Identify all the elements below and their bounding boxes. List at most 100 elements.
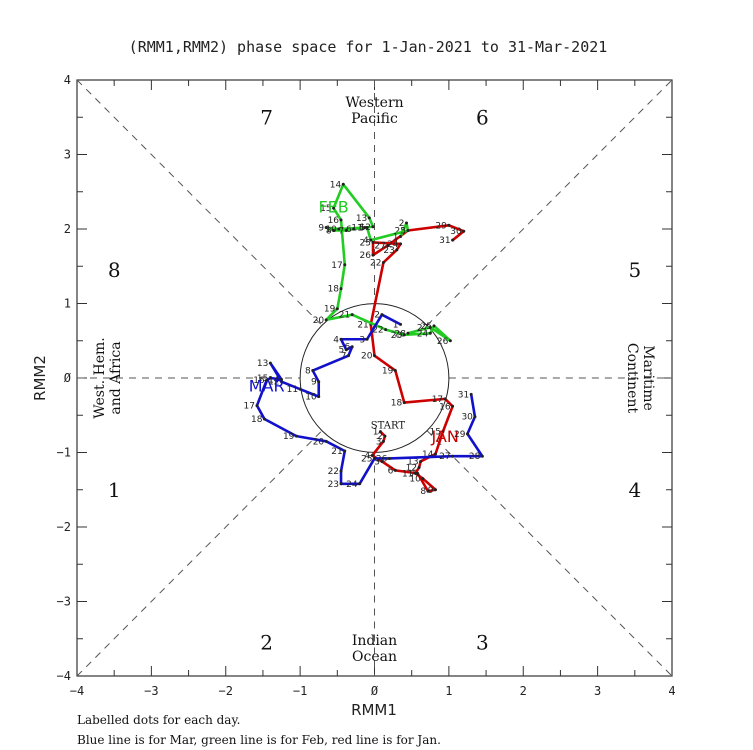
day-label: 2 [374, 311, 380, 321]
day-label: 24 [417, 329, 429, 339]
x-tick-label: 2 [520, 684, 527, 698]
day-label: 20 [313, 316, 325, 326]
footer-line-1: Labelled dots for each day. [77, 713, 240, 727]
day-label: 7 [341, 352, 347, 362]
day-label: 4 [363, 236, 369, 246]
day-label: 15 [429, 428, 440, 438]
svg-text:Maritime: Maritime [640, 345, 656, 411]
day-label: 10 [305, 393, 317, 403]
y-tick-label: −3 [57, 595, 71, 609]
day-label: 6 [346, 225, 352, 235]
phase-number: 5 [628, 258, 641, 282]
day-label: 22 [370, 259, 381, 269]
day-label: 23 [391, 331, 402, 341]
chart-title: (RMM1,RMM2) phase space for 1-Jan-2021 t… [129, 38, 608, 56]
day-label: 24 [346, 480, 358, 490]
day-label: 22 [372, 326, 383, 336]
month-label: MAR [249, 376, 285, 395]
svg-text:and Africa: and Africa [108, 341, 124, 414]
day-label: 19 [283, 432, 295, 442]
day-label: 15 [257, 374, 268, 384]
day-label: 28 [469, 452, 481, 462]
day-label: 2 [399, 219, 405, 229]
day-label: 14 [330, 180, 342, 190]
day-label: 19 [324, 305, 336, 315]
day-label: 16 [439, 402, 451, 412]
day-label: 9 [428, 486, 434, 496]
x-tick-label: 1 [445, 684, 452, 698]
day-label: 15 [320, 204, 331, 214]
day-label: 30 [450, 227, 462, 237]
day-label: 25 [360, 238, 371, 248]
day-label: 4 [365, 451, 371, 461]
day-label: 10 [409, 475, 421, 485]
day-label: 19 [382, 367, 394, 377]
x-axis-label: RMM1 [351, 701, 397, 719]
day-label: 26 [360, 251, 372, 261]
day-label: 27 [417, 323, 428, 333]
day-label: 5 [374, 457, 380, 467]
month-label: FEB [318, 198, 348, 217]
day-label: 23 [328, 480, 339, 490]
day-label: 18 [251, 415, 263, 425]
day-label: 20 [313, 437, 325, 447]
day-label: 3 [376, 437, 382, 447]
day-label: 10 [325, 225, 337, 235]
day-label: 12 [360, 223, 371, 233]
svg-text:Continent: Continent [624, 343, 640, 414]
svg-text:Ocean: Ocean [352, 649, 397, 665]
day-label: 11 [402, 469, 413, 479]
day-label: 24 [387, 240, 399, 250]
day-label: 17 [331, 261, 342, 271]
day-label: 14 [422, 450, 434, 460]
day-label: 5 [339, 346, 345, 356]
day-label: 16 [253, 376, 265, 386]
start-label: START [371, 421, 406, 432]
day-label: 21 [331, 447, 342, 457]
x-tick-label: −4 [70, 684, 84, 698]
day-label: 21 [339, 311, 350, 321]
day-label: 1 [393, 232, 399, 242]
day-label: 8 [420, 487, 426, 497]
footer-line-2: Blue line is for Mar, green line is for … [77, 733, 441, 747]
phase-number: 8 [108, 258, 121, 282]
day-label: 9 [311, 378, 317, 388]
y-tick-label: Ø [64, 371, 72, 385]
y-tick-label: −1 [57, 446, 71, 460]
day-label: 29 [435, 221, 447, 231]
svg-text:West. Hem.: West. Hem. [92, 337, 108, 418]
day-label: 1 [373, 428, 379, 438]
day-label: 23 [383, 246, 394, 256]
phase-number: 7 [260, 105, 273, 129]
day-label: 2 [377, 432, 383, 442]
day-label: 13 [257, 359, 268, 369]
day-label: 6 [344, 343, 350, 353]
day-label: 31 [458, 390, 469, 400]
day-label: 3 [359, 335, 365, 345]
day-label: 7 [339, 226, 345, 236]
phase-guides [76, 79, 673, 677]
x-tick-label: −3 [144, 684, 158, 698]
day-label: 30 [461, 413, 473, 423]
x-tick-label: 4 [668, 684, 675, 698]
y-tick-label: 3 [64, 148, 71, 162]
svg-text:Pacific: Pacific [351, 111, 398, 127]
day-label: 22 [328, 467, 339, 477]
month-label: JAN [430, 427, 458, 446]
y-tick-label: 2 [64, 222, 71, 236]
y-tick-label: −4 [57, 669, 71, 683]
day-label: 28 [395, 329, 407, 339]
phase-number: 6 [476, 105, 489, 129]
day-label: 27 [374, 241, 385, 251]
day-label: 14 [268, 375, 280, 385]
day-label: 16 [328, 216, 340, 226]
svg-text:Indian: Indian [352, 633, 397, 649]
day-label: 18 [328, 285, 340, 295]
day-label: 8 [326, 226, 332, 236]
day-label: 9 [318, 224, 324, 234]
x-tick-label: 3 [594, 684, 601, 698]
